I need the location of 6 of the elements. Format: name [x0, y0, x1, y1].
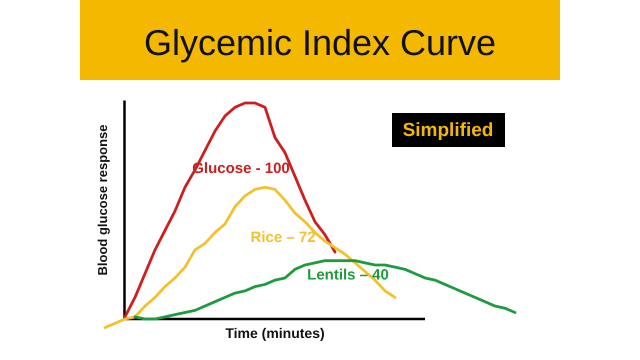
y-axis-title: Blood glucose response	[95, 124, 110, 276]
annotation: Simplified	[402, 120, 494, 141]
series-label: Lentils – 40	[307, 266, 389, 284]
chart-title: Glycemic Index Curve	[144, 22, 496, 63]
series-label: Rice – 72	[250, 228, 316, 246]
x-axis-title: Time (minutes)	[225, 325, 325, 341]
